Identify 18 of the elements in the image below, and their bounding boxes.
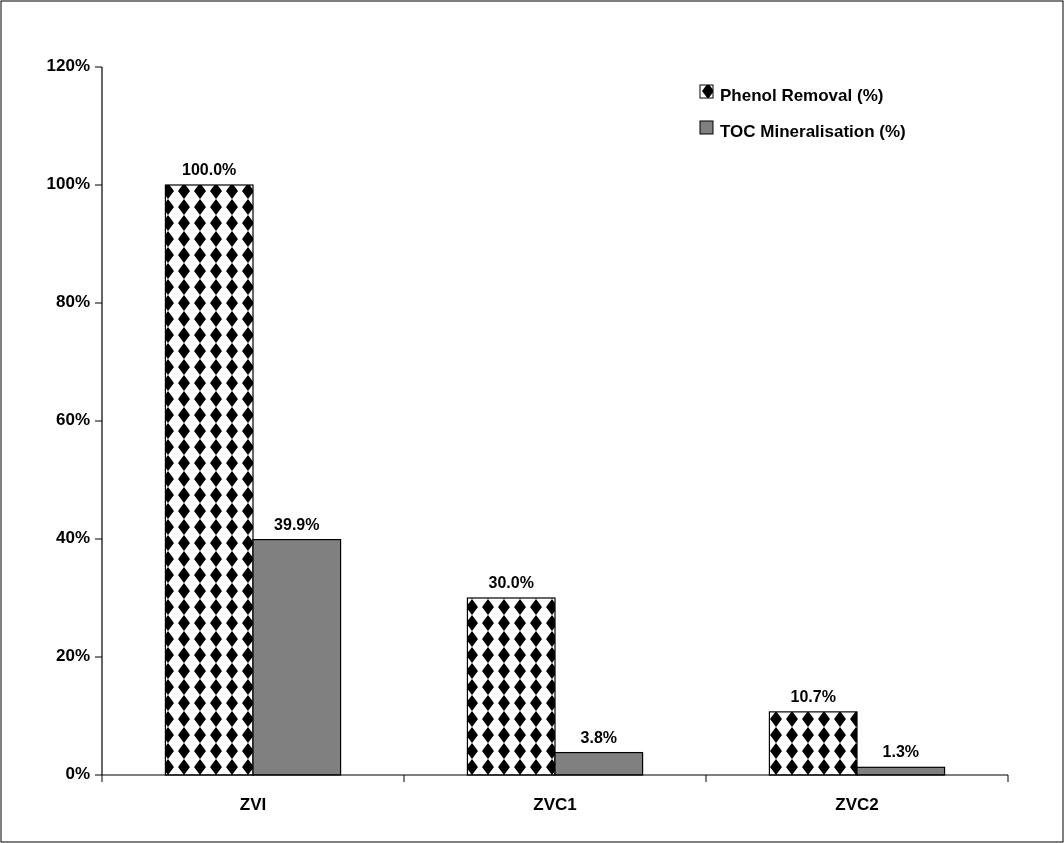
data-label: 100.0% xyxy=(182,161,237,178)
y-tick-label: 100% xyxy=(46,174,90,194)
y-tick-label: 0% xyxy=(65,764,90,784)
data-label: 10.7% xyxy=(790,687,836,705)
x-tick-label: ZVI xyxy=(239,795,267,814)
data-label: 39.9% xyxy=(274,515,320,533)
legend-label: Phenol Removal (%) xyxy=(720,86,884,106)
x-tick-label: ZVC1 xyxy=(533,795,577,814)
data-label: 1.3% xyxy=(882,743,920,761)
y-tick-label: 20% xyxy=(55,646,90,666)
data-label: 3.8% xyxy=(580,728,618,746)
y-tick-label: 80% xyxy=(55,292,90,312)
legend-label: TOC Mineralisation (%) xyxy=(720,122,906,142)
y-tick-label: 120% xyxy=(46,56,90,76)
x-tick-label: ZVC2 xyxy=(835,795,879,814)
y-tick-label: 60% xyxy=(55,410,90,430)
data-label: 30.0% xyxy=(488,574,534,591)
y-tick-label: 40% xyxy=(55,528,90,548)
